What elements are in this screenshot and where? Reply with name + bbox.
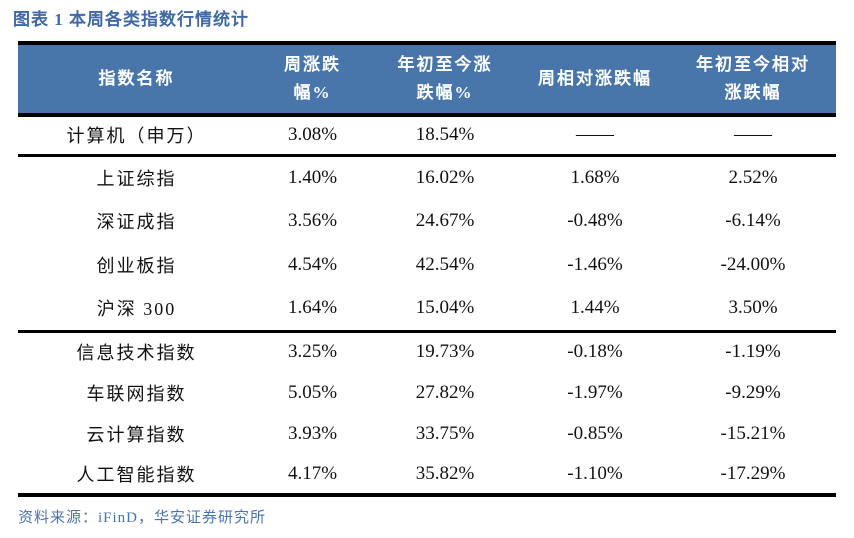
col-header-index-name: 指数名称 bbox=[18, 41, 255, 117]
cell-week-change: 3.56% bbox=[287, 210, 338, 231]
cell-ytd-relative: —— bbox=[734, 124, 772, 146]
cell-week-relative: -0.48% bbox=[567, 210, 623, 231]
cell-week-change: 3.08% bbox=[287, 124, 338, 146]
cell-index-name: 人工智能指数 bbox=[18, 454, 255, 497]
cell-index-name: 上证综指 bbox=[18, 153, 255, 199]
cell-week-relative: -1.10% bbox=[520, 454, 670, 497]
cell-week-relative: -1.97% bbox=[567, 381, 623, 403]
cell-ytd-change: 42.54% bbox=[415, 254, 475, 275]
col-header-ytd-change: 年初至今涨 跌幅% bbox=[370, 41, 520, 117]
table-body: 计算机（申万） 3.08% 18.54% —— —— 上证综指 1.40% 16… bbox=[18, 115, 836, 497]
cell-ytd-relative: -15.21% bbox=[720, 422, 786, 444]
cell-index-name: 创业板指 bbox=[96, 256, 177, 276]
cell-ytd-relative: 3.50% bbox=[728, 297, 778, 319]
cell-week-change: 4.54% bbox=[287, 254, 338, 275]
cell-index-name: 云计算指数 bbox=[86, 424, 187, 445]
cell-index-name: 车联网指数 bbox=[86, 383, 187, 404]
table-row: 云计算指数 3.93% 33.75% -0.85% -15.21% bbox=[18, 413, 836, 454]
report-figure: 图表 1 本周各类指数行情统计 指数名称 周涨跌 幅% 年初至今涨 跌幅% 周相… bbox=[13, 10, 836, 526]
cell-ytd-relative: -24.00% bbox=[720, 254, 786, 275]
cell-ytd-change: 16.02% bbox=[370, 153, 520, 199]
cell-ytd-relative: -9.29% bbox=[725, 381, 781, 403]
index-stats-table: 指数名称 周涨跌 幅% 年初至今涨 跌幅% 周相对涨跌幅 年初至今相对 涨跌幅 … bbox=[18, 41, 836, 497]
cell-ytd-change: 24.67% bbox=[415, 210, 475, 231]
cell-week-relative: —— bbox=[576, 124, 614, 146]
table-row: 上证综指 1.40% 16.02% 1.68% 2.52% bbox=[18, 153, 836, 199]
cell-ytd-relative: 2.52% bbox=[670, 153, 836, 199]
header-row: 指数名称 周涨跌 幅% 年初至今涨 跌幅% 周相对涨跌幅 年初至今相对 涨跌幅 bbox=[18, 41, 836, 117]
cell-ytd-relative: -17.29% bbox=[670, 454, 836, 497]
cell-week-relative: 1.44% bbox=[570, 297, 620, 319]
cell-week-change: 3.25% bbox=[255, 329, 370, 372]
cell-index-name: 深证成指 bbox=[96, 212, 177, 232]
cell-week-change: 1.64% bbox=[287, 297, 338, 319]
cell-index-name: 信息技术指数 bbox=[18, 329, 255, 372]
cell-week-change: 4.17% bbox=[255, 454, 370, 497]
table-row: 车联网指数 5.05% 27.82% -1.97% -9.29% bbox=[18, 372, 836, 413]
cell-week-relative: 1.68% bbox=[520, 153, 670, 199]
table-row: 深证成指 3.56% 24.67% -0.48% -6.14% bbox=[18, 199, 836, 243]
cell-index-name: 计算机（申万） bbox=[66, 126, 207, 147]
data-source-note: 资料来源：iFinD，华安证券研究所 bbox=[18, 510, 267, 526]
cell-week-change: 3.93% bbox=[287, 422, 338, 444]
table-row: 人工智能指数 4.17% 35.82% -1.10% -17.29% bbox=[18, 454, 836, 497]
cell-ytd-change: 35.82% bbox=[370, 454, 520, 497]
figure-title: 图表 1 本周各类指数行情统计 bbox=[13, 10, 249, 29]
cell-week-relative: -0.85% bbox=[567, 422, 623, 444]
table-row: 信息技术指数 3.25% 19.73% -0.18% -1.19% bbox=[18, 329, 836, 372]
cell-ytd-change: 18.54% bbox=[415, 124, 475, 146]
table-row: 创业板指 4.54% 42.54% -1.46% -24.00% bbox=[18, 243, 836, 287]
cell-week-relative: -1.46% bbox=[567, 254, 623, 275]
cell-ytd-change: 15.04% bbox=[415, 297, 475, 319]
cell-ytd-change: 27.82% bbox=[415, 381, 475, 403]
col-header-week-change: 周涨跌 幅% bbox=[255, 41, 370, 117]
col-header-ytd-relative: 年初至今相对 涨跌幅 bbox=[670, 41, 836, 117]
cell-week-relative: -0.18% bbox=[520, 329, 670, 372]
cell-ytd-change: 19.73% bbox=[370, 329, 520, 372]
table-row: 沪深 300 1.64% 15.04% 1.44% 3.50% bbox=[18, 287, 836, 331]
table-header: 指数名称 周涨跌 幅% 年初至今涨 跌幅% 周相对涨跌幅 年初至今相对 涨跌幅 bbox=[18, 41, 836, 117]
cell-index-name: 沪深 300 bbox=[96, 299, 177, 320]
table-row: 计算机（申万） 3.08% 18.54% —— —— bbox=[18, 115, 836, 155]
cell-week-change: 1.40% bbox=[255, 153, 370, 199]
cell-ytd-relative: -6.14% bbox=[725, 210, 781, 231]
col-header-week-relative: 周相对涨跌幅 bbox=[520, 41, 670, 117]
cell-ytd-relative: -1.19% bbox=[670, 329, 836, 372]
cell-ytd-change: 33.75% bbox=[415, 422, 475, 444]
cell-week-change: 5.05% bbox=[287, 381, 338, 403]
